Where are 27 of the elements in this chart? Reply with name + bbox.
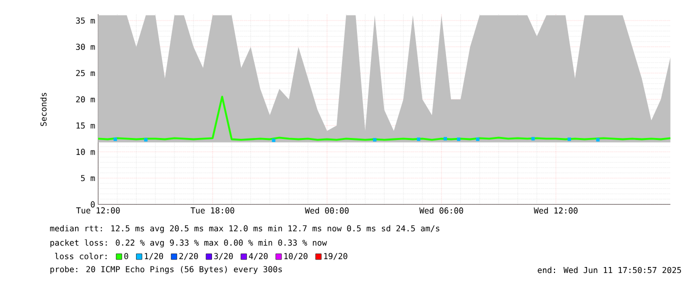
legend-label: 4/20 bbox=[248, 252, 268, 260]
y-tick-label: 30 m bbox=[76, 44, 95, 50]
text: probe: 20 ICMP Echo Pings (56 Bytes) every 300s bbox=[50, 266, 282, 274]
x-tick-label: Wed 06:00 bbox=[419, 207, 464, 214]
text: packet loss: 0.22 % avg 9.33 % max 0.00 % min 0.33 % now bbox=[50, 239, 327, 248]
line-series bbox=[97, 96, 672, 141]
text: median rtt: 12.5 ms avg 20.5 ms max 12.0 ms min 12.7 ms now 0.5 ms sd 24.5 am/s bbox=[50, 224, 440, 233]
legend-label: 19/20 bbox=[324, 252, 348, 260]
legend-label: 1/20 bbox=[144, 252, 164, 260]
y-tick-label: 5 m bbox=[81, 174, 95, 181]
legend-label: 10/20 bbox=[284, 252, 308, 260]
legend-label: 0 bbox=[124, 252, 128, 260]
legend-label: 2/20 bbox=[179, 252, 198, 260]
y-tick-label: 20 m bbox=[76, 96, 95, 102]
y-tick-label: 15 m bbox=[76, 122, 95, 128]
y-axis-title: Seconds bbox=[40, 92, 47, 126]
legend-title: loss color: bbox=[55, 252, 107, 260]
y-tick-label: 25 m bbox=[76, 70, 95, 76]
text: end: Wed Jun 11 17:50:57 2025 bbox=[538, 266, 681, 273]
y-tick-label: 10 m bbox=[76, 148, 95, 155]
x-tick-label: Wed 00:00 bbox=[304, 207, 349, 214]
x-tick-label: Tue 18:00 bbox=[190, 207, 234, 214]
x-tick-label: Tue 12:00 bbox=[76, 207, 120, 214]
y-tick-label: 35 m bbox=[76, 17, 95, 24]
y-tick-label: 0 bbox=[90, 201, 95, 208]
legend-label: 3/20 bbox=[214, 252, 233, 260]
x-tick-label: Wed 12:00 bbox=[534, 207, 578, 214]
